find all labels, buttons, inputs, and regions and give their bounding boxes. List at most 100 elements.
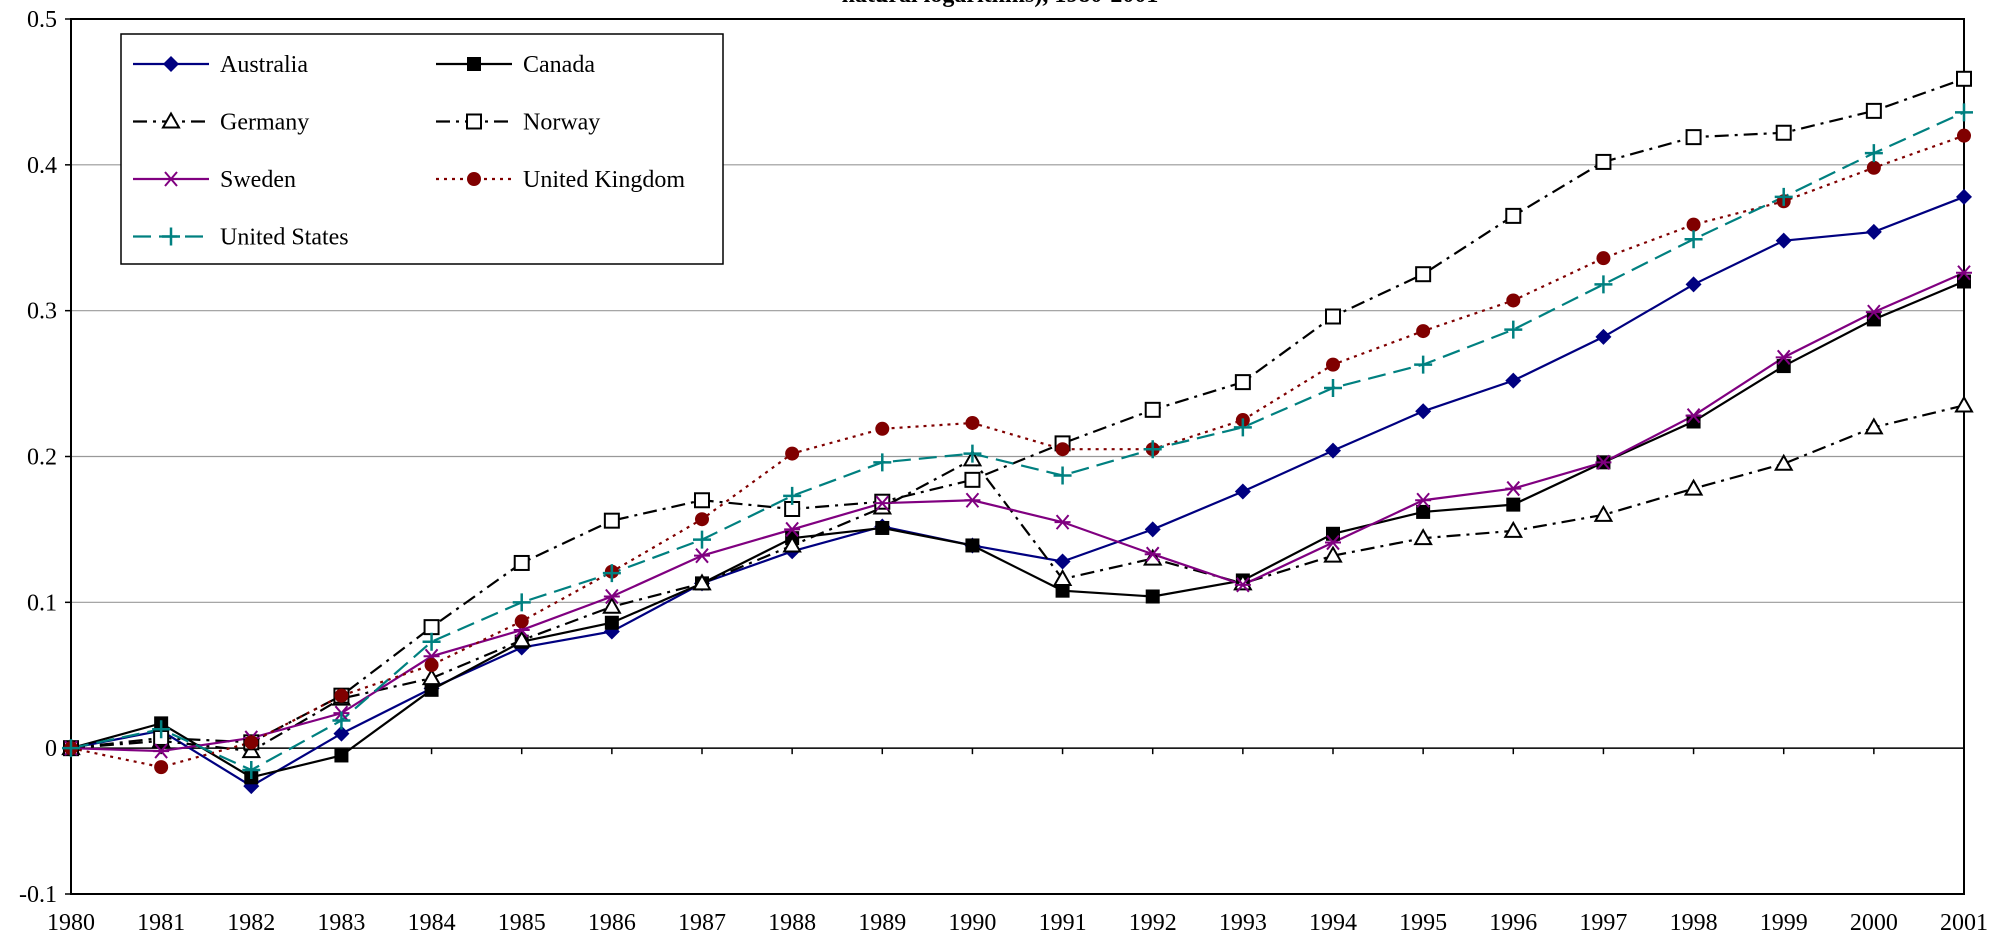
data-point xyxy=(1413,528,1433,546)
data-point xyxy=(1506,293,1521,308)
marker-part xyxy=(784,521,801,538)
legend-item: Sweden xyxy=(133,167,296,193)
marker-part xyxy=(1504,320,1523,339)
marker-part xyxy=(467,57,481,71)
data-point xyxy=(1957,274,1971,289)
legend-item: Germany xyxy=(133,110,309,136)
marker-part xyxy=(1325,534,1341,551)
marker-part xyxy=(1595,328,1612,345)
data-point xyxy=(1595,153,1612,170)
data-point xyxy=(423,619,440,636)
data-point xyxy=(1325,442,1341,459)
data-point xyxy=(1865,304,1882,320)
x-tick-label: 1981 xyxy=(137,910,185,936)
data-point xyxy=(1864,144,1883,163)
x-tick-label: 1985 xyxy=(498,910,546,936)
legend-label: Canada xyxy=(523,52,595,78)
marker-part xyxy=(964,471,981,488)
data-point xyxy=(1054,514,1071,530)
data-point xyxy=(1145,589,1160,604)
data-point xyxy=(422,632,441,651)
legend-label: United States xyxy=(220,225,349,251)
data-point xyxy=(1776,359,1791,374)
legend-marker xyxy=(161,111,181,129)
legend-label: Germany xyxy=(220,110,309,136)
marker-part xyxy=(1865,102,1882,119)
data-point xyxy=(1505,372,1522,389)
marker-part xyxy=(1595,153,1612,170)
marker-part xyxy=(1865,304,1882,320)
data-point xyxy=(1506,497,1521,512)
x-tick-label: 1999 xyxy=(1760,910,1808,936)
data-point xyxy=(604,615,619,630)
data-point xyxy=(785,446,800,461)
x-tick-label: 1995 xyxy=(1399,910,1447,936)
marker-part xyxy=(1415,266,1432,283)
marker-part xyxy=(1775,349,1792,365)
marker-part xyxy=(1233,573,1253,591)
marker-part xyxy=(153,743,170,759)
data-point xyxy=(1775,232,1792,249)
marker-part xyxy=(422,632,441,651)
x-tick-label: 1996 xyxy=(1489,910,1537,936)
y-tick-label: 0.4 xyxy=(27,153,57,179)
marker-part xyxy=(1685,129,1702,146)
plot-frame xyxy=(70,18,1965,895)
data-point xyxy=(1415,403,1432,420)
marker-part xyxy=(1054,514,1071,530)
marker-part xyxy=(154,760,169,775)
x-tick-label: 1984 xyxy=(408,910,456,936)
data-point xyxy=(692,573,712,591)
marker-part xyxy=(514,614,529,629)
marker-part xyxy=(1506,497,1521,512)
data-point xyxy=(1505,480,1522,497)
data-point xyxy=(1773,453,1794,471)
marker-part xyxy=(161,111,181,129)
legend-label: United Kingdom xyxy=(523,167,685,193)
data-point xyxy=(1865,223,1882,240)
data-point xyxy=(1684,230,1703,249)
legend-box xyxy=(120,33,724,265)
data-point xyxy=(1685,408,1702,424)
data-point xyxy=(513,554,530,571)
data-point xyxy=(1055,442,1070,457)
data-point xyxy=(1055,583,1070,598)
data-point xyxy=(1956,188,1972,205)
marker-part xyxy=(1415,403,1432,420)
data-point xyxy=(1416,324,1431,339)
marker-part xyxy=(873,453,892,472)
legend-item: Australia xyxy=(133,52,308,78)
marker-part xyxy=(334,688,349,703)
data-point xyxy=(603,588,620,605)
marker-part xyxy=(602,564,621,583)
legend-item: United Kingdom xyxy=(436,167,685,193)
data-point xyxy=(1775,124,1792,141)
marker-part xyxy=(603,588,620,605)
x-tick-label: 1994 xyxy=(1309,910,1357,936)
data-point xyxy=(1686,217,1701,232)
data-point xyxy=(1954,395,1974,413)
marker-part xyxy=(1776,359,1791,374)
marker-part xyxy=(694,548,710,564)
marker-part xyxy=(62,739,80,758)
data-point xyxy=(154,760,169,775)
marker-part xyxy=(1505,372,1522,389)
x-tick-label: 1982 xyxy=(227,910,275,936)
y-tick-label: 0.3 xyxy=(27,299,57,325)
y-tick-label: 0.1 xyxy=(27,590,57,616)
marker-part xyxy=(1773,453,1794,471)
data-point xyxy=(964,492,981,508)
x-tick-label: 1991 xyxy=(1039,910,1087,936)
data-point xyxy=(1415,492,1432,508)
data-point xyxy=(424,682,439,697)
marker-part xyxy=(1685,408,1702,424)
data-point xyxy=(1326,526,1340,541)
data-point xyxy=(694,492,710,509)
data-point xyxy=(1594,275,1613,294)
marker-part xyxy=(1686,217,1701,232)
data-point xyxy=(875,520,890,535)
marker-part xyxy=(163,56,179,72)
marker-part xyxy=(242,761,261,780)
marker-part xyxy=(423,619,440,636)
